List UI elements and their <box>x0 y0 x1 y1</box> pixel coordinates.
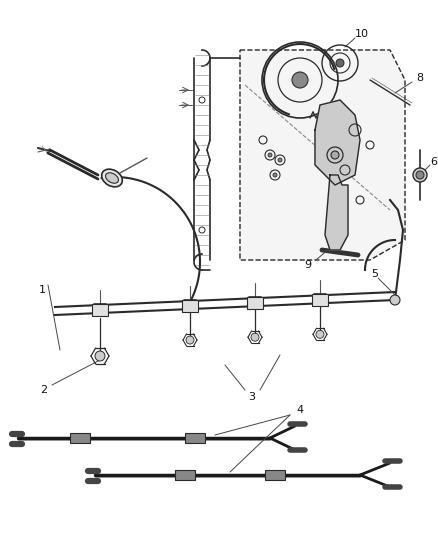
Text: 10: 10 <box>355 29 369 39</box>
Bar <box>70 433 90 443</box>
Text: 8: 8 <box>417 73 424 83</box>
Bar <box>265 470 285 480</box>
Text: 5: 5 <box>371 269 378 279</box>
Text: 6: 6 <box>431 157 438 167</box>
Circle shape <box>268 153 272 157</box>
Circle shape <box>336 59 344 67</box>
FancyBboxPatch shape <box>312 294 328 306</box>
FancyBboxPatch shape <box>247 297 263 309</box>
Circle shape <box>316 330 324 338</box>
Text: 2: 2 <box>40 385 48 395</box>
Text: 4: 4 <box>297 405 304 415</box>
Circle shape <box>95 351 105 361</box>
Text: 1: 1 <box>39 285 46 295</box>
Circle shape <box>390 295 400 305</box>
Circle shape <box>292 72 308 88</box>
Circle shape <box>413 168 427 182</box>
FancyBboxPatch shape <box>182 300 198 312</box>
Circle shape <box>278 158 282 162</box>
Polygon shape <box>315 100 360 185</box>
Circle shape <box>331 151 339 159</box>
FancyBboxPatch shape <box>92 304 108 316</box>
Circle shape <box>273 173 277 177</box>
Circle shape <box>416 171 424 179</box>
Bar <box>185 433 205 443</box>
Circle shape <box>251 333 259 341</box>
Bar <box>175 470 195 480</box>
Ellipse shape <box>102 169 122 187</box>
Text: 3: 3 <box>248 392 255 402</box>
Circle shape <box>186 336 194 344</box>
Text: 9: 9 <box>304 260 311 270</box>
Polygon shape <box>325 175 348 250</box>
Ellipse shape <box>106 173 118 183</box>
Polygon shape <box>240 50 405 260</box>
